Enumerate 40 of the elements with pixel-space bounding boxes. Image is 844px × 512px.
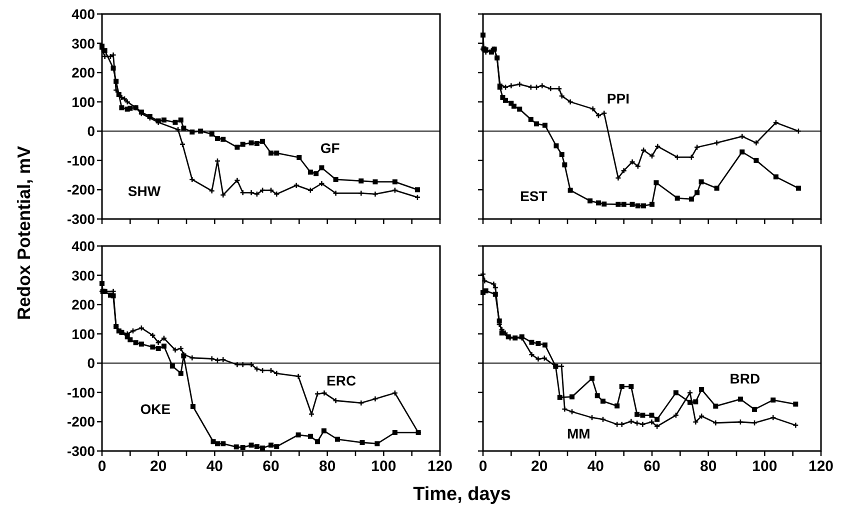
x-tick-label: 80: [700, 458, 717, 475]
x-axis-title: Time, days: [413, 484, 511, 505]
x-tick-label: 80: [318, 458, 336, 475]
x-tick-label: 100: [371, 458, 396, 475]
x-tick-label: 120: [427, 458, 453, 475]
y-tick-label: 200: [72, 64, 96, 81]
y-tick-label: -300: [66, 443, 96, 459]
x-tick-label: 60: [644, 458, 660, 475]
x-tick-label: 60: [262, 458, 280, 475]
y-tick-label: 400: [72, 6, 96, 22]
y-tick-label: -100: [66, 152, 96, 168]
y-tick-label: -300: [66, 211, 96, 227]
series-label: EST: [520, 188, 548, 204]
y-tick-label: -200: [66, 182, 96, 198]
series-label: OKE: [140, 401, 171, 418]
x-tick-label: 20: [150, 458, 167, 475]
x-tick-label: 0: [98, 458, 106, 475]
x-tick-label: 20: [530, 458, 548, 475]
text: SHW: [128, 182, 162, 199]
x-tick-label: 120: [808, 458, 834, 475]
y-tick-label: 300: [72, 267, 96, 284]
x-tick-label: 40: [206, 458, 224, 475]
y-tick-label: 0: [87, 355, 96, 372]
y-tick-label: 300: [72, 35, 96, 52]
y-tick-label: 200: [72, 296, 96, 313]
y-tick-label: 100: [72, 94, 96, 110]
y-tick-label: -200: [66, 414, 96, 430]
series-label: PPI: [606, 90, 630, 106]
y-tick-label: 100: [72, 326, 96, 342]
series-label: MM: [566, 425, 590, 442]
series-label: ERC: [326, 372, 356, 388]
y-axis-title: Redox Potential, mV: [14, 146, 34, 320]
x-tick-label: 0: [478, 458, 488, 475]
y-tick-label: 400: [72, 238, 96, 254]
series-label: BRD: [730, 370, 760, 386]
x-tick-label: 40: [587, 458, 604, 475]
x-tick-label: 100: [752, 458, 778, 475]
y-tick-label: 0: [87, 123, 96, 140]
y-tick-label: -100: [66, 384, 96, 400]
series-label: GF: [320, 140, 340, 156]
